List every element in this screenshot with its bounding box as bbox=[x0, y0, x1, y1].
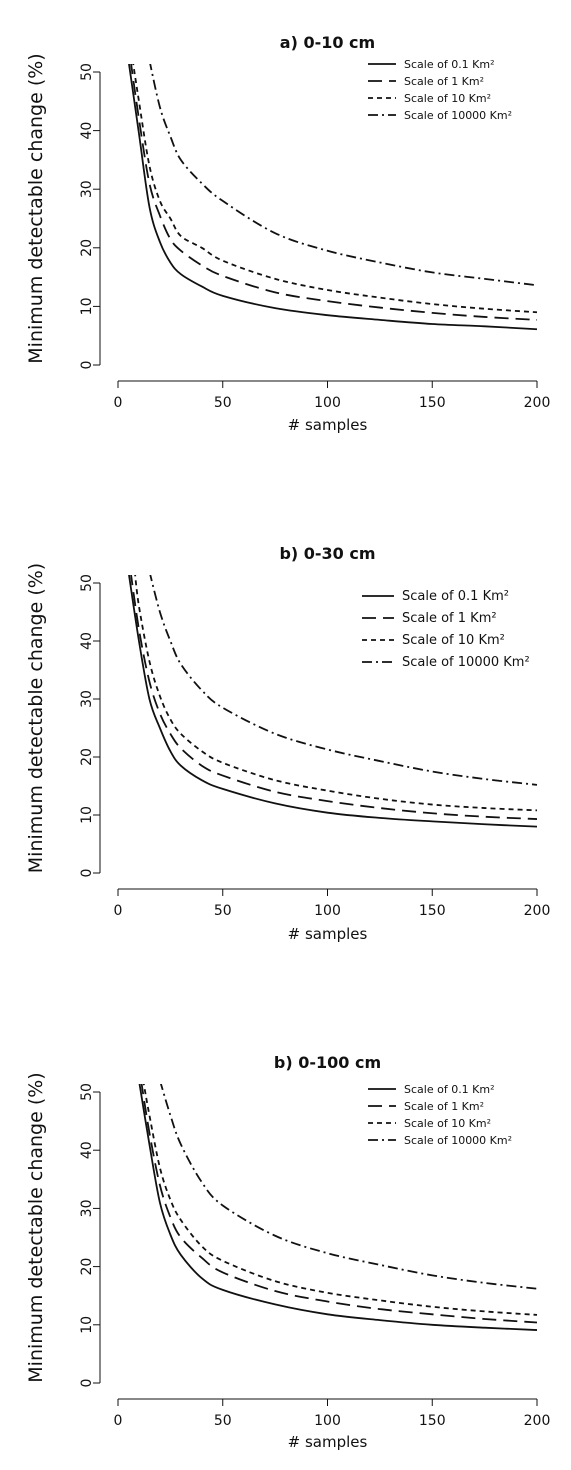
x-tick-label: 100 bbox=[314, 395, 341, 411]
x-tick-label: 150 bbox=[419, 903, 446, 919]
x-tick-label: 150 bbox=[419, 1413, 446, 1429]
series-line-4 bbox=[160, 1084, 538, 1290]
y-tick-label: 0 bbox=[79, 869, 95, 878]
y-tick-label: 20 bbox=[79, 239, 95, 257]
legend-label-2: Scale of 1 Km² bbox=[404, 75, 484, 88]
y-tick-label: 40 bbox=[79, 1141, 95, 1159]
y-tick-label: 40 bbox=[79, 122, 95, 140]
y-tick-label: 10 bbox=[79, 297, 95, 315]
legend-label-2: Scale of 1 Km² bbox=[402, 611, 497, 626]
y-tick-label: 0 bbox=[79, 1379, 95, 1388]
chart-title: a) 0-10 cm bbox=[280, 33, 375, 52]
legend-label-3: Scale of 10 Km² bbox=[404, 92, 491, 105]
legend-label-1: Scale of 0.1 Km² bbox=[402, 589, 509, 604]
x-tick-label: 200 bbox=[524, 1413, 551, 1429]
y-tick-label: 20 bbox=[79, 748, 95, 766]
series-line-1 bbox=[128, 64, 538, 331]
legend-label-3: Scale of 10 Km² bbox=[404, 1117, 491, 1130]
y-tick-label: 10 bbox=[79, 1316, 95, 1334]
x-tick-label: 100 bbox=[314, 1413, 341, 1429]
series-line-2 bbox=[140, 1084, 538, 1324]
legend-label-1: Scale of 0.1 Km² bbox=[404, 1083, 495, 1096]
chart-panel-b: b) 0-30 cm 0 50 100 150 200 0 10 20 30 40 50 # sampl… bbox=[25, 544, 550, 943]
x-tick-label: 0 bbox=[114, 903, 123, 919]
y-tick-label: 10 bbox=[79, 806, 95, 824]
x-tick-label: 50 bbox=[214, 395, 232, 411]
x-tick-label: 200 bbox=[524, 395, 551, 411]
x-tick-label: 50 bbox=[214, 1413, 232, 1429]
y-tick-label: 50 bbox=[79, 574, 95, 592]
legend-label-1: Scale of 0.1 Km² bbox=[404, 58, 495, 71]
y-tick-label: 50 bbox=[79, 1083, 95, 1101]
x-tick-label: 50 bbox=[214, 903, 232, 919]
legend-label-2: Scale of 1 Km² bbox=[404, 1100, 484, 1113]
x-axis-label: # samples bbox=[288, 416, 368, 434]
legend-label-4: Scale of 10000 Km² bbox=[404, 109, 512, 122]
y-tick-label: 40 bbox=[79, 632, 95, 650]
series-line-3 bbox=[134, 575, 538, 812]
y-tick-label: 30 bbox=[79, 690, 95, 708]
y-tick-label: 50 bbox=[79, 63, 95, 81]
chart-panel-c: b) 0-100 cm 0 50 100 150 200 0 10 20 30 40 50 # samp… bbox=[25, 1053, 550, 1451]
series-line-1 bbox=[138, 1084, 538, 1331]
x-tick-label: 0 bbox=[114, 1413, 123, 1429]
series-line-4 bbox=[149, 575, 538, 786]
chart-panel-a: a) 0-10 cm 0 50 100 150 200 0 10 20 30 40 50 # sampl… bbox=[25, 33, 550, 434]
y-axis-label: Minimum detectable change (%) bbox=[25, 53, 47, 363]
legend-label-4: Scale of 10000 Km² bbox=[402, 655, 530, 670]
series-line-2 bbox=[130, 575, 538, 820]
x-axis-label: # samples bbox=[288, 1433, 368, 1451]
chart-title: b) 0-100 cm bbox=[274, 1053, 381, 1072]
series-line-1 bbox=[128, 575, 538, 828]
series-line-3 bbox=[132, 64, 538, 314]
y-tick-label: 30 bbox=[79, 180, 95, 198]
y-tick-label: 20 bbox=[79, 1258, 95, 1276]
legend: Scale of 0.1 Km² Scale of 1 Km² Scale of 1… bbox=[368, 58, 512, 122]
x-tick-label: 150 bbox=[419, 395, 446, 411]
legend-label-4: Scale of 10000 Km² bbox=[404, 1134, 512, 1147]
legend: Scale of 0.1 Km² Scale of 1 Km² Scale of 1… bbox=[362, 589, 530, 670]
y-axis-label: Minimum detectable change (%) bbox=[25, 563, 47, 873]
legend-label-3: Scale of 10 Km² bbox=[402, 633, 505, 648]
x-tick-label: 0 bbox=[114, 395, 123, 411]
x-axis-label: # samples bbox=[288, 925, 368, 943]
y-tick-label: 30 bbox=[79, 1199, 95, 1217]
y-axis-label: Minimum detectable change (%) bbox=[25, 1072, 47, 1382]
chart-title: b) 0-30 cm bbox=[279, 544, 375, 563]
x-tick-label: 200 bbox=[524, 903, 551, 919]
legend: Scale of 0.1 Km² Scale of 1 Km² Scale of 1… bbox=[368, 1083, 512, 1147]
series-line-2 bbox=[130, 64, 538, 321]
x-tick-label: 100 bbox=[314, 903, 341, 919]
y-tick-label: 0 bbox=[79, 361, 95, 370]
